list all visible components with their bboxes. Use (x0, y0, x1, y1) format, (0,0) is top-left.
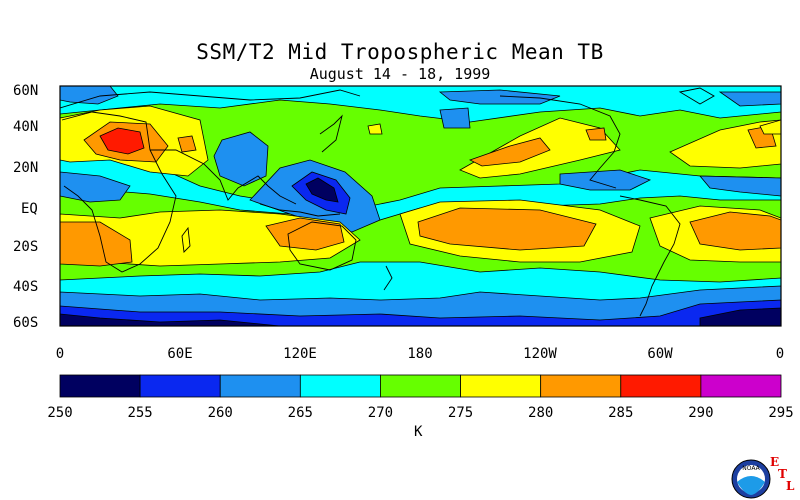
region-small-orange-2 (585, 127, 607, 141)
colorbar-tick-label: 265 (288, 405, 313, 421)
logo-letter-e: E (770, 455, 779, 469)
region-atlantic-blue (559, 169, 652, 191)
region-east-blue (699, 175, 781, 197)
lat-label: 60N (13, 83, 38, 99)
colorbar-swatch (620, 374, 702, 398)
region-antarctic-navy-east (699, 307, 781, 326)
logo-letter-t: T (778, 467, 787, 481)
lon-label: 180 (407, 346, 432, 362)
region-north-blue-3 (718, 91, 781, 107)
region-antarctic-blue (60, 299, 781, 326)
logo-text: NOAA (742, 465, 760, 472)
lon-label: 0 (776, 346, 784, 362)
lat-label: 20N (13, 160, 38, 176)
lon-label: 60W (647, 346, 673, 362)
lon-label: 120W (523, 346, 557, 362)
region-south-east-orange (689, 211, 781, 251)
colorbar-swatch (380, 374, 461, 398)
colorbar-swatch (460, 374, 542, 398)
latitude-labels: 60N 40N 20N EQ 20S 40S 60S (13, 83, 38, 331)
region-small-yellow-east (759, 119, 781, 135)
colorbar-swatch (219, 374, 301, 398)
colorbar-tick-label: 270 (368, 405, 393, 421)
colorbar-tick-label: 260 (208, 405, 233, 421)
colorbar-tick-label: 290 (688, 405, 713, 421)
colorbar-swatch (139, 374, 221, 398)
region-asia-blue (213, 131, 269, 187)
lat-label: EQ (21, 201, 38, 217)
lat-label: 60S (13, 315, 38, 331)
lon-label: 60E (167, 346, 192, 362)
noaa-logo: NOAA E T L (731, 455, 795, 499)
colorbar (59, 374, 782, 398)
colorbar-swatch (299, 374, 381, 398)
colorbar-tick-label: 285 (608, 405, 633, 421)
region-small-orange (177, 135, 197, 153)
region-midpac-blue (439, 107, 471, 129)
logo-letter-l: L (786, 479, 795, 493)
coastlines (60, 87, 715, 317)
region-north-america-orange (468, 137, 551, 167)
temperature-field (60, 86, 781, 326)
longitude-labels: 0 60E 120E 180 120W 60W 0 (56, 346, 784, 362)
lon-label: 120E (283, 346, 317, 362)
map-frame (59, 85, 782, 327)
region-central-pacific-orange (417, 207, 597, 251)
lat-label: 40N (13, 119, 38, 135)
colorbar-swatch (700, 374, 782, 398)
colorbar-tick-label: 255 (127, 405, 152, 421)
colorbar-tick-label: 295 (768, 405, 793, 421)
lat-label: 20S (13, 239, 38, 255)
region-south-indian-orange (265, 217, 345, 251)
colorbar-tick-label: 275 (448, 405, 473, 421)
colorbar-ticks: 250 255 260 265 270 275 280 285 290 295 (47, 405, 793, 421)
region-south-atlantic-orange (60, 221, 133, 267)
region-small-yellow-pac (367, 123, 383, 135)
region-darkest-core-west-pacific (305, 177, 339, 203)
colorbar-swatch (540, 374, 622, 398)
lon-label: 0 (56, 346, 64, 362)
chart-subtitle: August 14 - 18, 1999 (309, 65, 491, 83)
region-antarctic-navy (60, 313, 281, 326)
region-hot-core-red (99, 127, 145, 155)
colorbar-unit: K (414, 424, 423, 440)
region-west-blue (60, 171, 131, 203)
region-north-blue-2 (438, 89, 561, 105)
lat-label: 40S (13, 279, 38, 295)
region-north-blue-1 (60, 86, 119, 105)
colorbar-tick-label: 280 (528, 405, 553, 421)
colorbar-swatch (59, 374, 141, 398)
chart-title: SSM/T2 Mid Tropospheric Mean TB (196, 40, 604, 64)
colorbar-tick-label: 250 (47, 405, 72, 421)
